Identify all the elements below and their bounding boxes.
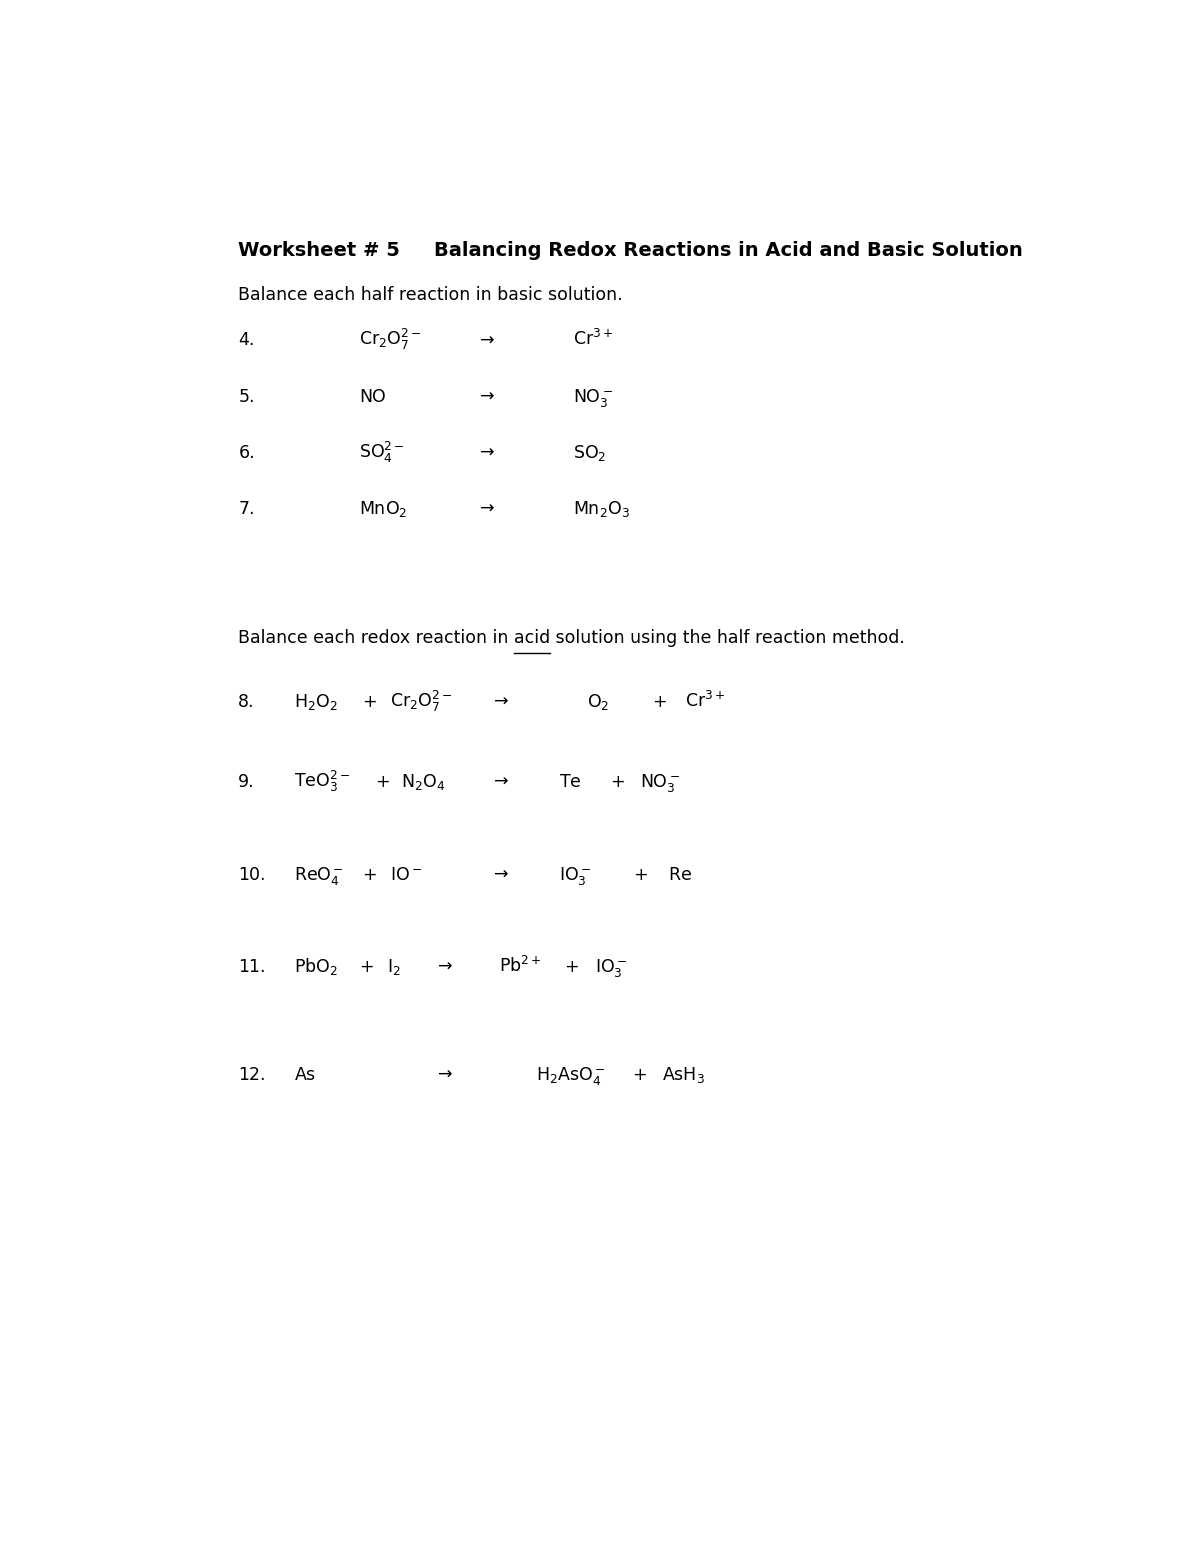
Text: 8.: 8. xyxy=(239,693,254,711)
Text: $\mathregular{O_2}$: $\mathregular{O_2}$ xyxy=(587,691,610,711)
Text: +: + xyxy=(376,773,390,790)
Text: $\mathregular{H_2O_2}$: $\mathregular{H_2O_2}$ xyxy=(294,691,338,711)
Text: Balance each redox reaction in: Balance each redox reaction in xyxy=(239,629,515,648)
Text: →: → xyxy=(494,867,509,884)
Text: $\mathregular{Te}$: $\mathregular{Te}$ xyxy=(559,773,582,790)
Text: →: → xyxy=(494,693,509,711)
Text: solution using the half reaction method.: solution using the half reaction method. xyxy=(551,629,905,648)
Text: $\mathregular{Cr^{3+}}$: $\mathregular{Cr^{3+}}$ xyxy=(685,691,725,711)
Text: 5.: 5. xyxy=(239,388,254,405)
Text: →: → xyxy=(480,444,494,461)
Text: +: + xyxy=(634,867,648,884)
Text: $\mathregular{Re}$: $\mathregular{Re}$ xyxy=(668,867,692,884)
Text: $\mathregular{Mn_2O_3}$: $\mathregular{Mn_2O_3}$ xyxy=(574,499,630,519)
Text: Balancing Redox Reactions in Acid and Basic Solution: Balancing Redox Reactions in Acid and Ba… xyxy=(433,241,1022,259)
Text: $\mathregular{TeO_3^{2-}}$: $\mathregular{TeO_3^{2-}}$ xyxy=(294,769,350,794)
Text: $\mathregular{N_2O_4}$: $\mathregular{N_2O_4}$ xyxy=(401,772,445,792)
Text: $\mathregular{Cr^{3+}}$: $\mathregular{Cr^{3+}}$ xyxy=(574,329,613,349)
Text: $\mathregular{AsH_3}$: $\mathregular{AsH_3}$ xyxy=(661,1065,704,1084)
Text: +: + xyxy=(564,958,578,975)
Text: →: → xyxy=(494,773,509,790)
Text: $\mathregular{SO_4^{2-}}$: $\mathregular{SO_4^{2-}}$ xyxy=(359,439,406,464)
Text: $\mathregular{Cr_2O_7^{2-}}$: $\mathregular{Cr_2O_7^{2-}}$ xyxy=(390,688,452,713)
Text: $\mathregular{MnO_2}$: $\mathregular{MnO_2}$ xyxy=(359,499,408,519)
Text: →: → xyxy=(438,958,452,975)
Text: 7.: 7. xyxy=(239,500,254,519)
Text: $\mathregular{ReO_4^-}$: $\mathregular{ReO_4^-}$ xyxy=(294,865,344,887)
Text: $\mathregular{Cr_2O_7^{2-}}$: $\mathregular{Cr_2O_7^{2-}}$ xyxy=(359,328,421,353)
Text: $\mathregular{H_2AsO_4^-}$: $\mathregular{H_2AsO_4^-}$ xyxy=(536,1065,606,1087)
Text: acid: acid xyxy=(515,629,551,648)
Text: +: + xyxy=(631,1065,647,1084)
Text: 4.: 4. xyxy=(239,331,254,349)
Text: $\mathregular{I_2}$: $\mathregular{I_2}$ xyxy=(388,957,401,977)
Text: Balance each half reaction in basic solution.: Balance each half reaction in basic solu… xyxy=(239,286,623,304)
Text: →: → xyxy=(438,1065,452,1084)
Text: 12.: 12. xyxy=(239,1065,266,1084)
Text: $\mathregular{IO_3^-}$: $\mathregular{IO_3^-}$ xyxy=(594,957,626,978)
Text: →: → xyxy=(480,388,494,405)
Text: +: + xyxy=(611,773,625,790)
Text: $\mathregular{IO_3^-}$: $\mathregular{IO_3^-}$ xyxy=(559,865,592,887)
Text: 9.: 9. xyxy=(239,773,254,790)
Text: $\mathregular{IO^-}$: $\mathregular{IO^-}$ xyxy=(390,867,422,884)
Text: $\mathregular{PbO_2}$: $\mathregular{PbO_2}$ xyxy=(294,957,338,977)
Text: $\mathregular{SO_2}$: $\mathregular{SO_2}$ xyxy=(574,443,606,463)
Text: +: + xyxy=(653,693,667,711)
Text: 11.: 11. xyxy=(239,958,266,975)
Text: Worksheet # 5: Worksheet # 5 xyxy=(239,241,401,259)
Text: +: + xyxy=(359,958,374,975)
Text: $\mathregular{NO_3^-}$: $\mathregular{NO_3^-}$ xyxy=(574,387,613,408)
Text: $\mathregular{Pb^{2+}}$: $\mathregular{Pb^{2+}}$ xyxy=(499,957,541,975)
Text: $\mathregular{As}$: $\mathregular{As}$ xyxy=(294,1065,317,1084)
Text: +: + xyxy=(362,867,377,884)
Text: $\mathregular{NO_3^-}$: $\mathregular{NO_3^-}$ xyxy=(640,772,680,794)
Text: →: → xyxy=(480,500,494,519)
Text: 6.: 6. xyxy=(239,444,254,461)
Text: +: + xyxy=(362,693,377,711)
Text: →: → xyxy=(480,331,494,349)
Text: 10.: 10. xyxy=(239,867,266,884)
Text: $\mathregular{NO}$: $\mathregular{NO}$ xyxy=(359,388,386,405)
